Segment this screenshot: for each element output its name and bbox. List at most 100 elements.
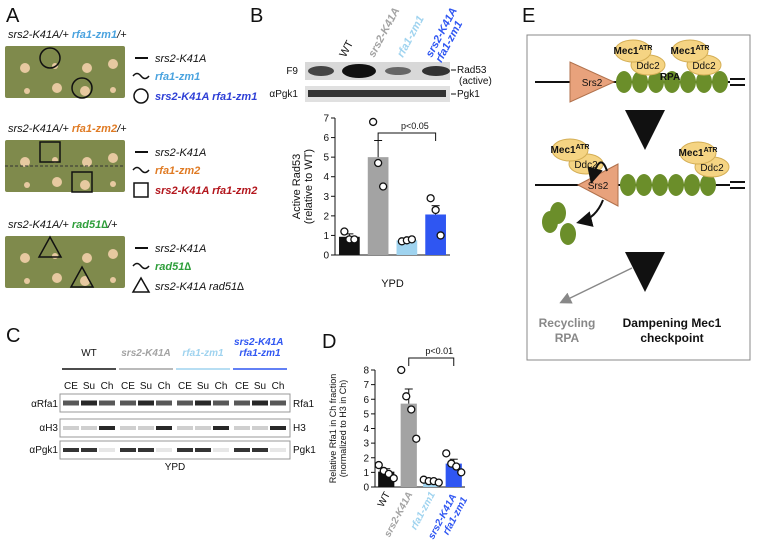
protein-label: Mec1 — [551, 145, 576, 156]
legend-label: srs2-K41A — [155, 53, 206, 65]
blot-band — [270, 400, 286, 406]
data-point — [452, 462, 461, 471]
colony — [24, 182, 30, 188]
protein-label: Ddc2 — [700, 163, 724, 174]
blot-band — [120, 400, 136, 406]
y-tick-label: 6 — [323, 133, 329, 144]
outcome-label: checkpoint — [640, 331, 703, 345]
category-label: rfa1-zm1 — [395, 14, 427, 60]
protein-label: Mec1 — [671, 46, 696, 57]
y-tick-label: 4 — [363, 424, 369, 435]
colony — [82, 63, 92, 73]
data-point — [402, 392, 411, 401]
blot-band — [81, 448, 97, 452]
blot-band — [99, 426, 115, 430]
legend-label: rad51∆ — [155, 261, 191, 273]
blot-row-label: F9 — [286, 66, 298, 77]
blot-band — [177, 426, 193, 430]
y-tick-label: 6 — [363, 395, 369, 406]
blot-band — [195, 400, 211, 406]
colony — [108, 59, 118, 69]
legend-symbol — [132, 72, 150, 80]
blot-frame — [59, 440, 291, 460]
lane-label: Ch — [272, 381, 285, 392]
superscript: ATR — [639, 45, 653, 52]
data-point — [373, 158, 383, 168]
symbol — [71, 77, 93, 99]
symbol — [39, 47, 61, 69]
colony — [108, 249, 118, 259]
blot-row-label: αH3 — [39, 423, 58, 434]
significance-label: p<0.01 — [425, 346, 453, 356]
genotype-part: rfa1-zm2 — [72, 123, 117, 135]
y-tick-label: 5 — [363, 409, 369, 420]
blot-band — [81, 400, 97, 406]
y-tick-label: 1 — [363, 468, 369, 479]
blot-band — [252, 426, 268, 430]
y-axis-label: Active Rad53(relative to WT) — [291, 149, 315, 224]
superscript: ATR — [576, 144, 590, 151]
blot-band — [234, 426, 250, 430]
y-axis-label-line: (relative to WT) — [303, 149, 315, 224]
genotype-part: /+ — [107, 219, 118, 231]
legend-label: rfa1-zm1 — [155, 71, 200, 83]
group-label: srs2-K41A — [121, 348, 170, 359]
blot-band-label: Rfa1 — [293, 399, 315, 410]
data-point — [378, 182, 388, 191]
group-label: rfa1-zm1 — [182, 348, 224, 359]
y-tick-label: 5 — [323, 153, 329, 164]
genotype-title: srs2-K41A/+ rfa1-zm2/+ — [8, 123, 127, 135]
blot-band — [234, 448, 250, 452]
colony — [52, 177, 62, 187]
y-axis-label-line: Relative Rfa1 in Ch fraction — [328, 374, 338, 484]
protein-label: Mec1ATR — [679, 147, 718, 159]
colony — [20, 63, 30, 73]
data-point — [340, 227, 349, 236]
group-label: srs2-K41A rfa1-zm1 — [234, 337, 286, 359]
blot-band — [156, 400, 172, 406]
bar — [367, 157, 389, 255]
data-point — [397, 365, 406, 375]
blot-band — [177, 448, 193, 452]
panel-letter: C — [6, 325, 20, 347]
colony — [108, 153, 118, 163]
panel-letter: B — [250, 5, 263, 27]
colony — [82, 253, 92, 263]
y-axis-label-line: (normalized to H3 in Ch) — [338, 380, 348, 478]
blot-band — [63, 448, 79, 452]
symbol — [71, 171, 93, 193]
genotype-part: rad51∆ — [72, 219, 108, 231]
outcome-label: Recycling — [539, 316, 596, 330]
blot-band-label: Rad53 — [457, 65, 487, 76]
protein-label: Ddc2 — [574, 160, 598, 171]
data-point — [442, 449, 451, 458]
y-tick-label: 0 — [323, 251, 329, 262]
y-axis-label: Relative Rfa1 in Ch fraction(normalized … — [328, 374, 348, 484]
significance-label: p<0.05 — [401, 121, 429, 131]
protein-label: Ddc2 — [636, 61, 660, 72]
blot-band — [120, 448, 136, 452]
data-point — [384, 469, 393, 478]
y-tick-label: 3 — [323, 192, 329, 203]
data-point — [436, 231, 445, 240]
data-point — [407, 235, 417, 244]
genotype-part: srs2-K41A/+ — [8, 29, 69, 41]
y-tick-label: 7 — [363, 380, 369, 391]
superscript: ATR — [704, 147, 718, 154]
data-point — [426, 194, 435, 203]
data-point — [434, 478, 443, 487]
legend-symbol — [132, 262, 150, 270]
x-axis-label: YPD — [381, 278, 404, 290]
blot-b — [305, 62, 456, 102]
blot-band — [195, 426, 211, 430]
blot-band-label: Pgk1 — [457, 89, 480, 100]
bar — [400, 403, 417, 487]
genotype-title: srs2-K41A/+ rad51∆/+ — [8, 219, 118, 231]
blot-band — [99, 400, 115, 406]
panel-letter: E — [522, 5, 535, 27]
protein-label: Mec1ATR — [671, 45, 710, 57]
colony — [110, 87, 116, 93]
symbol — [37, 235, 63, 258]
blot-band — [138, 426, 154, 430]
legend-symbol — [131, 276, 151, 293]
